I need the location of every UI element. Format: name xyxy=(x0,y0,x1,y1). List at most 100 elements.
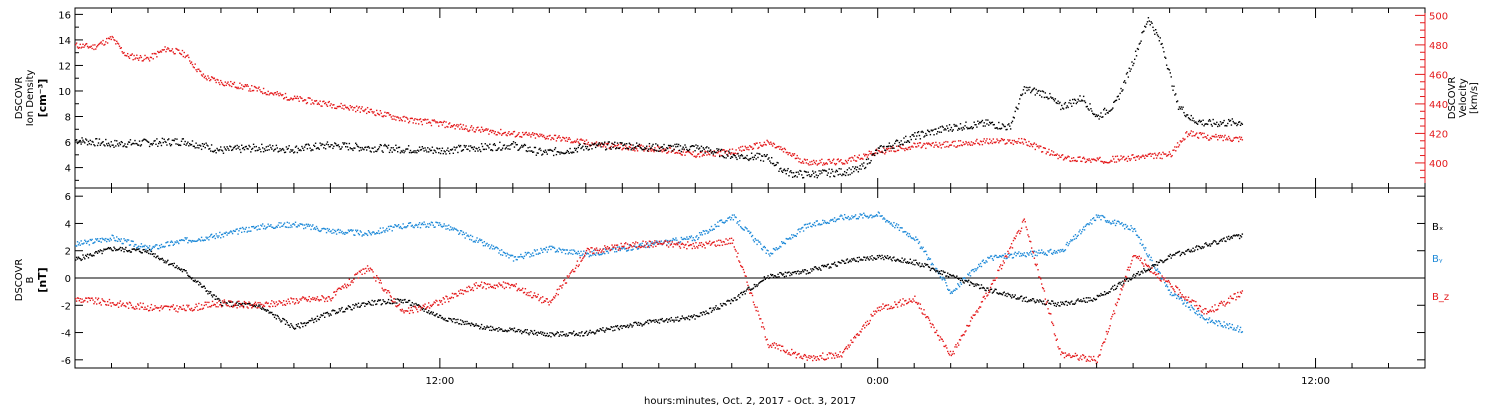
bx-point xyxy=(946,275,948,277)
by-point xyxy=(165,242,167,244)
velocity-point xyxy=(979,140,982,142)
by-point xyxy=(160,243,163,246)
bx-point xyxy=(78,257,81,259)
velocity-point xyxy=(344,104,346,107)
by-point xyxy=(640,244,642,247)
by-point xyxy=(251,226,254,228)
velocity-point xyxy=(1027,144,1029,147)
by-point xyxy=(402,223,404,225)
by-point xyxy=(132,240,134,243)
velocity-point xyxy=(303,99,305,102)
by-point xyxy=(833,220,835,223)
bx-point xyxy=(303,322,305,325)
density-point xyxy=(372,147,374,150)
velocity-point xyxy=(700,151,703,153)
velocity-point xyxy=(499,132,501,135)
density-point xyxy=(872,153,874,155)
density-point xyxy=(104,145,106,147)
velocity-point xyxy=(424,118,426,120)
bx-point xyxy=(775,276,777,278)
velocity-point xyxy=(653,150,655,153)
density-point xyxy=(902,143,904,146)
bx-point xyxy=(963,282,965,284)
velocity-point xyxy=(83,46,85,48)
density-point xyxy=(1071,98,1074,101)
by-point xyxy=(1053,249,1056,252)
by-point xyxy=(960,283,963,285)
velocity-point xyxy=(1205,136,1207,138)
bx-point xyxy=(622,325,624,327)
density-point xyxy=(615,148,617,150)
bx-point xyxy=(562,331,564,333)
density-point xyxy=(457,151,459,154)
density-point xyxy=(1026,89,1028,92)
velocity-point xyxy=(392,115,394,117)
by-point xyxy=(157,247,159,250)
velocity-point xyxy=(269,92,271,95)
density-point xyxy=(632,144,634,146)
velocity-point xyxy=(86,45,89,48)
by-point xyxy=(635,246,637,248)
density-point xyxy=(734,155,736,157)
density-point xyxy=(324,144,326,146)
density-point xyxy=(962,126,964,129)
by-point xyxy=(1007,253,1009,255)
density-point xyxy=(266,149,268,151)
velocity-point xyxy=(1061,154,1064,156)
by-point xyxy=(175,241,177,244)
velocity-point xyxy=(832,159,834,162)
by-point xyxy=(1061,250,1063,252)
by-point xyxy=(648,246,651,249)
by-point xyxy=(1103,216,1106,219)
density-point xyxy=(284,151,287,153)
by-point xyxy=(773,248,776,250)
density-point xyxy=(511,143,514,145)
velocity-point xyxy=(1138,158,1140,160)
bx-point xyxy=(197,280,199,283)
velocity-point xyxy=(865,154,868,156)
by-point xyxy=(548,246,550,248)
density-point xyxy=(711,151,714,153)
bx-point xyxy=(144,250,146,253)
density-point xyxy=(924,135,926,137)
by-point xyxy=(338,231,341,234)
density-point xyxy=(130,144,133,146)
velocity-point xyxy=(951,141,953,144)
density-point xyxy=(919,138,922,140)
bx-point xyxy=(1019,297,1021,299)
velocity-point xyxy=(971,144,974,146)
by-point xyxy=(843,213,846,216)
by-point xyxy=(1043,253,1046,256)
density-point xyxy=(645,147,647,150)
by-point xyxy=(669,239,672,242)
bx-point xyxy=(556,331,559,333)
velocity-point xyxy=(964,143,966,145)
density-point xyxy=(1156,34,1159,36)
velocity-point xyxy=(476,127,478,129)
bx-point xyxy=(996,292,998,294)
velocity-point xyxy=(608,147,611,149)
by-point xyxy=(359,230,361,232)
velocity-point xyxy=(1192,131,1194,133)
by-point xyxy=(283,222,286,224)
density-point xyxy=(1031,89,1034,91)
velocity-point xyxy=(328,100,330,103)
bx-point xyxy=(640,323,642,325)
velocity-point xyxy=(136,54,138,56)
density-point xyxy=(589,144,591,147)
density-point xyxy=(594,142,596,145)
bx-point xyxy=(500,328,503,330)
bx-point xyxy=(599,327,601,330)
density-point xyxy=(498,147,500,149)
bx-point xyxy=(77,256,80,258)
bx-point xyxy=(162,259,164,261)
by-point xyxy=(574,252,577,255)
bx-point xyxy=(272,313,275,316)
by-point xyxy=(386,227,388,230)
bx-point xyxy=(559,334,561,336)
velocity-point xyxy=(334,107,336,109)
bx-point xyxy=(663,321,665,323)
by-point xyxy=(984,262,986,264)
velocity-point xyxy=(813,161,816,164)
velocity-point xyxy=(337,105,340,108)
